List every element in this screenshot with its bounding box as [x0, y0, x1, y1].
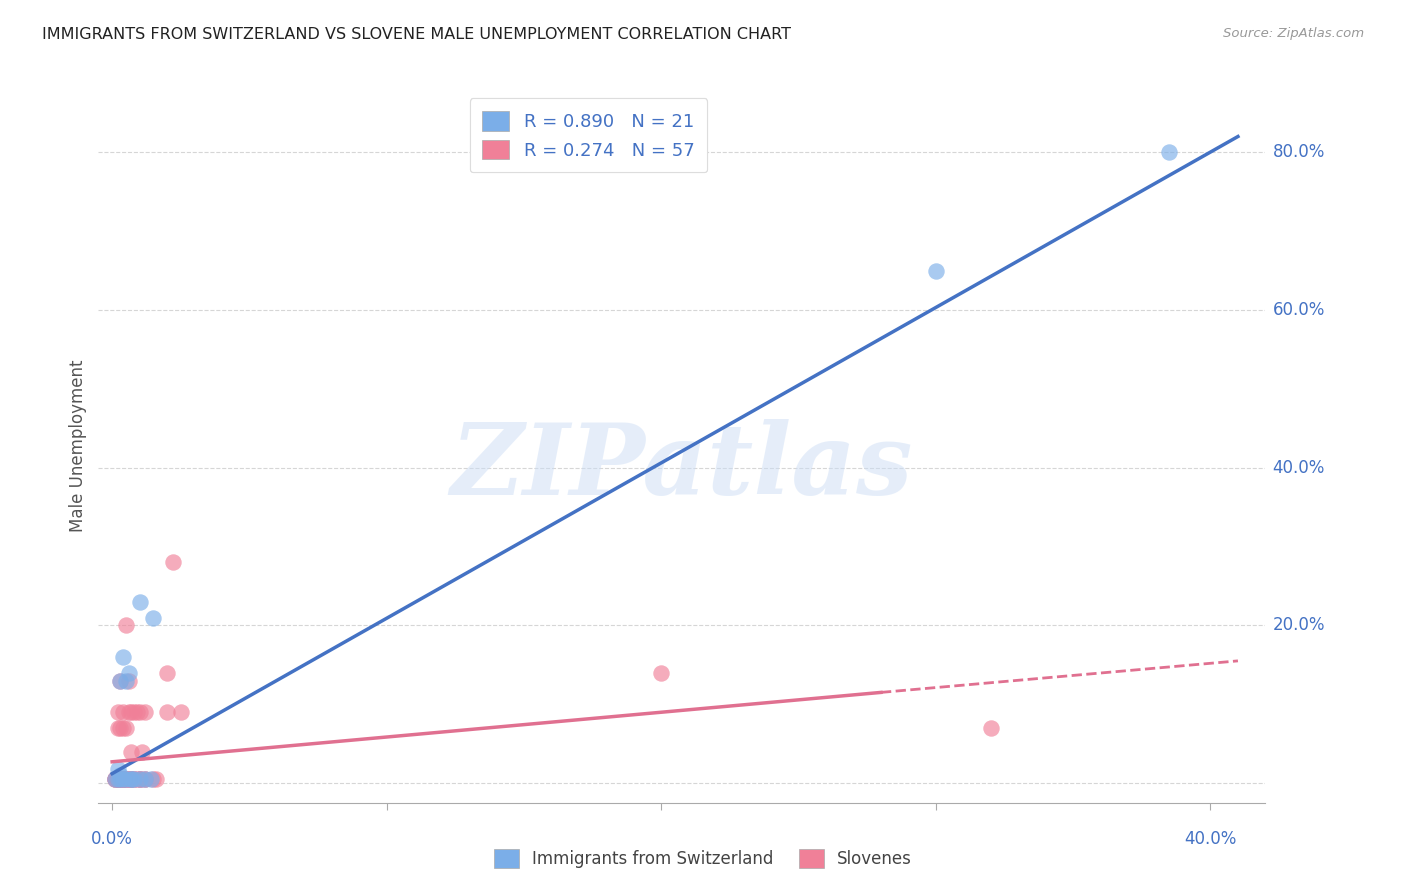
Legend: R = 0.890   N = 21, R = 0.274   N = 57: R = 0.890 N = 21, R = 0.274 N = 57 [470, 98, 707, 172]
Point [110, 772, 132, 786]
Point [117, 772, 139, 786]
Text: Source: ZipAtlas.com: Source: ZipAtlas.com [1223, 27, 1364, 40]
Point [107, 721, 129, 735]
Text: 80.0%: 80.0% [1272, 144, 1324, 161]
Point [112, 705, 135, 719]
Point [125, 705, 148, 719]
Point [112, 772, 135, 786]
Point [117, 772, 139, 786]
Point [1159, 145, 1181, 160]
Point [115, 772, 138, 786]
Point [117, 673, 139, 688]
Point [120, 705, 142, 719]
Point [112, 772, 135, 786]
Point [112, 649, 135, 664]
Text: 40.0%: 40.0% [1272, 458, 1324, 476]
Point [142, 772, 165, 786]
Point [120, 772, 142, 786]
Point [110, 673, 132, 688]
Point [120, 745, 142, 759]
Point [156, 705, 179, 719]
Point [122, 772, 145, 786]
Point [110, 772, 132, 786]
Point [117, 705, 139, 719]
Point [162, 555, 184, 569]
Point [112, 721, 135, 735]
Point [120, 772, 142, 786]
Point [128, 772, 150, 786]
Legend: Immigrants from Switzerland, Slovenes: Immigrants from Switzerland, Slovenes [488, 843, 918, 875]
Point [128, 772, 150, 786]
Text: IMMIGRANTS FROM SWITZERLAND VS SLOVENE MALE UNEMPLOYMENT CORRELATION CHART: IMMIGRANTS FROM SWITZERLAND VS SLOVENE M… [42, 27, 792, 42]
Point [122, 772, 145, 786]
Text: 40.0%: 40.0% [1184, 830, 1237, 847]
Point [115, 721, 138, 735]
Point [107, 772, 129, 786]
Point [120, 772, 142, 786]
Point [156, 665, 179, 680]
Point [104, 772, 127, 786]
Point [112, 772, 135, 786]
Point [115, 772, 138, 786]
Point [110, 673, 132, 688]
Point [110, 768, 132, 782]
Point [125, 772, 148, 786]
Y-axis label: Male Unemployment: Male Unemployment [69, 359, 87, 533]
Point [115, 673, 138, 688]
Point [104, 772, 127, 786]
Point [107, 762, 129, 776]
Point [107, 772, 129, 786]
Point [128, 595, 150, 609]
Point [107, 705, 129, 719]
Point [115, 618, 138, 632]
Point [110, 772, 132, 786]
Point [128, 772, 150, 786]
Text: 20.0%: 20.0% [1272, 616, 1324, 634]
Point [650, 665, 672, 680]
Point [104, 772, 127, 786]
Point [134, 772, 156, 786]
Point [112, 772, 135, 786]
Point [925, 263, 948, 277]
Point [980, 721, 1002, 735]
Point [110, 772, 132, 786]
Point [117, 665, 139, 680]
Point [122, 705, 145, 719]
Point [170, 705, 193, 719]
Point [107, 772, 129, 786]
Point [120, 772, 142, 786]
Point [107, 772, 129, 786]
Point [128, 705, 150, 719]
Point [145, 772, 167, 786]
Point [120, 772, 142, 786]
Point [107, 772, 129, 786]
Point [134, 772, 156, 786]
Point [110, 772, 132, 786]
Point [128, 772, 150, 786]
Point [104, 772, 127, 786]
Point [115, 772, 138, 786]
Point [134, 772, 156, 786]
Point [139, 772, 162, 786]
Point [131, 745, 153, 759]
Point [134, 705, 156, 719]
Point [107, 772, 129, 786]
Point [142, 610, 165, 624]
Point [122, 772, 145, 786]
Text: 0.0%: 0.0% [91, 830, 134, 847]
Text: 60.0%: 60.0% [1272, 301, 1324, 319]
Point [112, 772, 135, 786]
Text: ZIPatlas: ZIPatlas [451, 419, 912, 516]
Point [115, 772, 138, 786]
Point [110, 721, 132, 735]
